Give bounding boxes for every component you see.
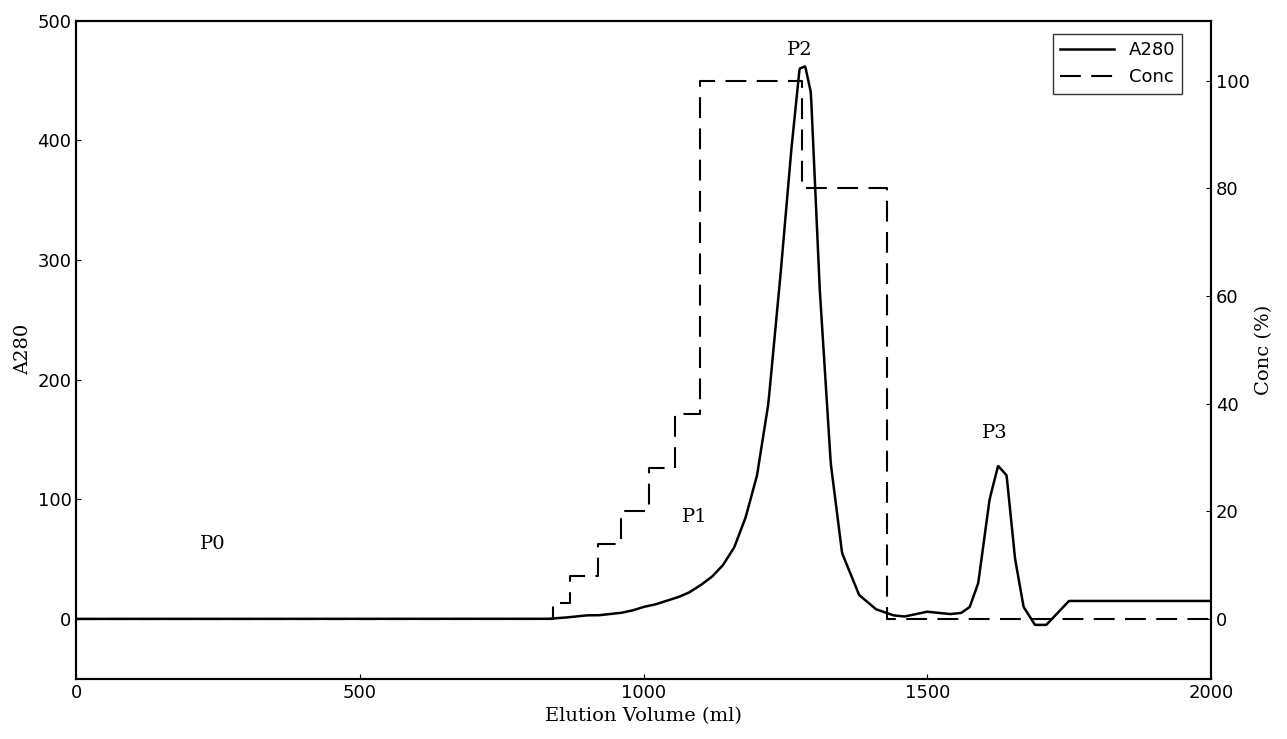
Conc: [667, 410, 682, 419]
Conc: [641, 507, 656, 516]
Line: Conc: Conc: [76, 81, 1211, 619]
Y-axis label: A280: A280: [14, 324, 32, 375]
Conc: [692, 76, 708, 85]
X-axis label: Elution Volume (ml): Elution Volume (ml): [546, 707, 743, 725]
Conc: [68, 614, 84, 623]
Conc: [591, 539, 606, 548]
Conc: [562, 571, 578, 580]
Conc: [667, 464, 682, 473]
Legend: A280, Conc: A280, Conc: [1053, 34, 1183, 94]
Conc: [692, 410, 708, 419]
A280: [591, 611, 606, 620]
Conc: [1203, 614, 1219, 623]
Conc: [794, 76, 810, 85]
Text: P1: P1: [682, 508, 708, 525]
Conc: [880, 184, 896, 193]
A280: [1171, 596, 1187, 605]
A280: [963, 602, 978, 610]
Text: P3: P3: [982, 424, 1008, 442]
Conc: [641, 464, 656, 473]
Conc: [613, 539, 628, 548]
Conc: [880, 614, 896, 623]
Conc: [613, 507, 628, 516]
Text: P0: P0: [199, 535, 225, 553]
Conc: [794, 184, 810, 193]
A280: [126, 614, 142, 623]
Text: P2: P2: [786, 41, 812, 59]
A280: [798, 62, 813, 71]
A280: [1171, 596, 1187, 605]
Conc: [546, 614, 561, 623]
A280: [68, 614, 84, 623]
Conc: [591, 571, 606, 580]
Line: A280: A280: [76, 67, 1211, 625]
A280: [620, 607, 636, 616]
Conc: [562, 599, 578, 607]
A280: [1203, 596, 1219, 605]
Y-axis label: Conc (%): Conc (%): [1255, 304, 1273, 395]
Conc: [546, 599, 561, 607]
A280: [1028, 621, 1044, 630]
